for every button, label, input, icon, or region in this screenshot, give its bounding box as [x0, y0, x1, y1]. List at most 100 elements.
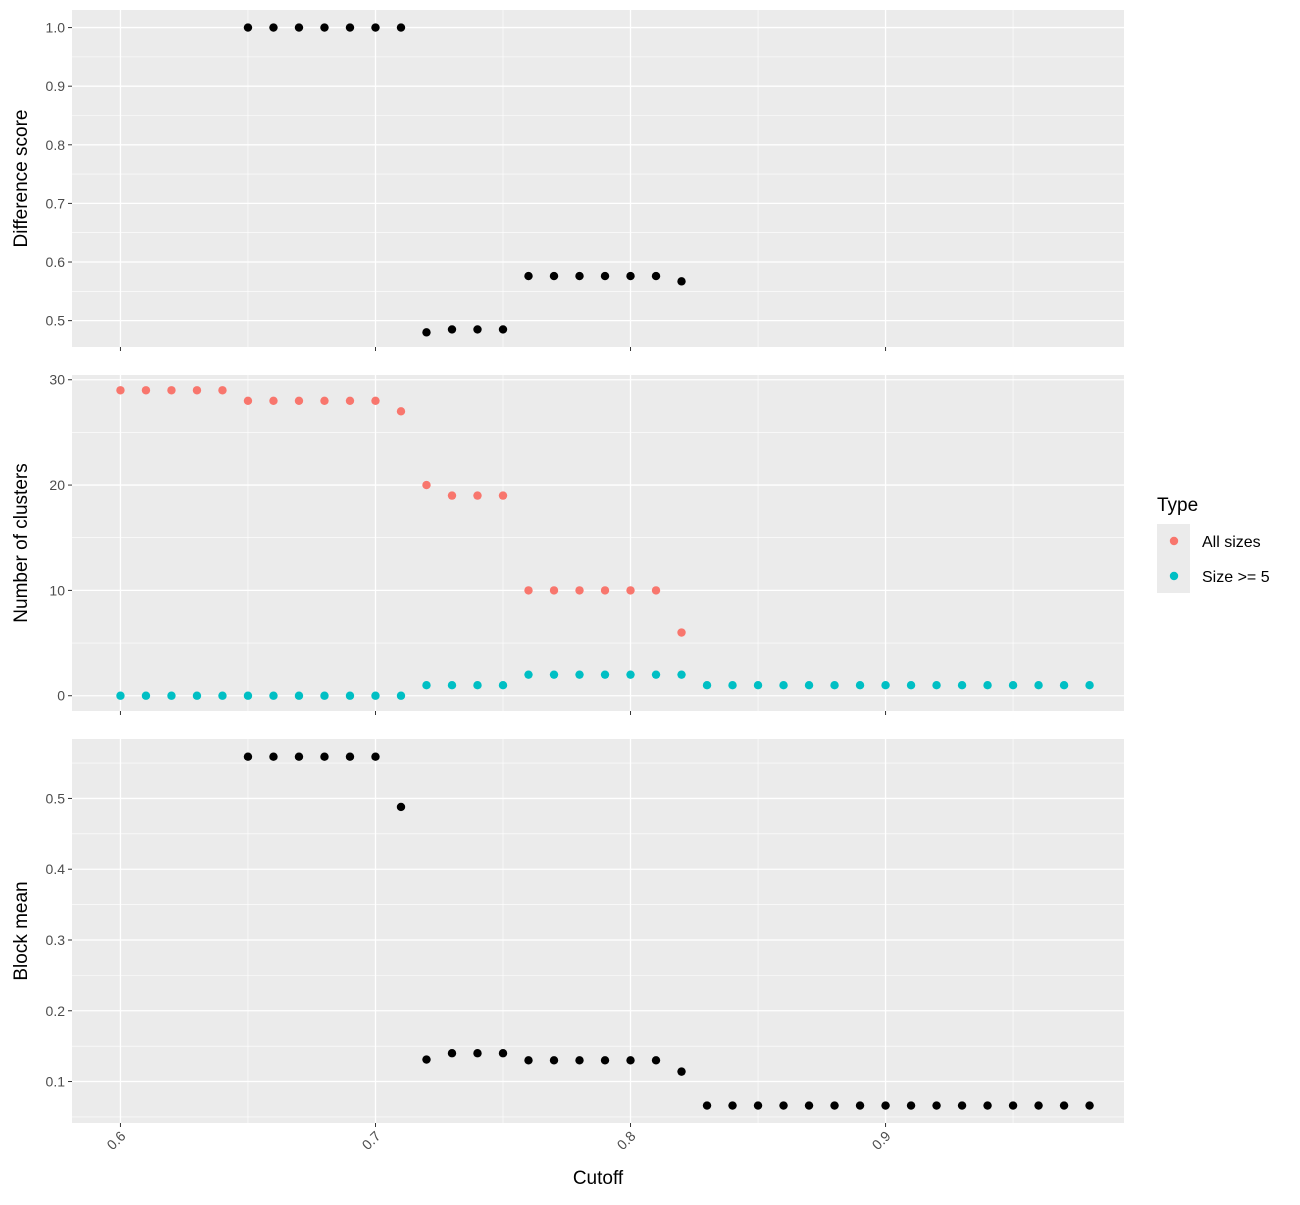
data-point: [549, 670, 559, 679]
y-tick-label: 0.1: [46, 1074, 66, 1090]
y-tick-label: 0.3: [46, 932, 66, 948]
data-point: [141, 386, 151, 395]
panel-difference-score: 0.5 0.6 0.7 0.8 0.9 1.0 Difference score: [11, 10, 1124, 351]
data-point: [498, 325, 508, 334]
data-point: [396, 407, 406, 416]
data-point: [677, 1067, 686, 1076]
series-block-mean-0: [243, 752, 1094, 1110]
data-point: [345, 691, 355, 700]
data-point: [651, 271, 661, 281]
panel-block-mean: 0.1 0.2 0.3 0.4 0.5 Block mean: [11, 739, 1124, 1127]
data-point: [549, 1056, 559, 1065]
data-point: [626, 586, 635, 595]
data-point: [651, 670, 661, 679]
data-point: [473, 1049, 482, 1058]
data-point: [728, 680, 737, 690]
y-tick-label: 0.6: [46, 254, 66, 270]
data-point: [396, 691, 406, 700]
data-point: [116, 386, 125, 395]
data-point: [116, 691, 125, 700]
data-point: [294, 691, 304, 700]
data-point: [345, 396, 355, 406]
data-point: [320, 396, 329, 406]
data-point: [1034, 1101, 1043, 1110]
y-tick-label: 0.7: [46, 195, 66, 211]
legend: Type All sizes Size >= 5: [1157, 495, 1270, 593]
panel-number-of-clusters: 0 10 20 30 Number of clusters: [11, 372, 1124, 715]
y-tick-label: 1.0: [46, 20, 66, 36]
data-point: [575, 586, 584, 595]
data-point: [626, 1056, 635, 1065]
data-point: [855, 1101, 865, 1110]
data-point: [345, 752, 355, 761]
y-tick-label: 0.5: [46, 790, 66, 806]
data-point: [422, 480, 431, 490]
data-point: [677, 628, 686, 637]
data-point: [1008, 680, 1018, 690]
data-point: [269, 752, 278, 761]
data-point: [651, 1056, 661, 1065]
x-axis-title: Cutoff: [573, 1168, 624, 1189]
data-point: [779, 680, 788, 690]
data-point: [320, 752, 329, 761]
panel-background: [72, 375, 1124, 711]
data-point: [753, 680, 763, 690]
data-point: [855, 680, 865, 690]
data-point: [881, 680, 890, 690]
data-point: [371, 396, 380, 406]
data-point: [243, 752, 253, 761]
data-point: [804, 680, 814, 690]
y-axis-title-block-mean: Block mean: [11, 881, 32, 980]
y-axis-title-number-of-clusters: Number of clusters: [11, 463, 32, 622]
series-number-of-clusters-1: [116, 670, 1094, 700]
data-point: [651, 586, 661, 595]
y-tick-label: 0.9: [46, 78, 66, 94]
data-point: [192, 386, 202, 395]
panel-background: [72, 739, 1124, 1123]
data-point: [473, 680, 482, 690]
data-point: [1008, 1101, 1018, 1110]
panel-background: [72, 10, 1124, 347]
data-point: [881, 1101, 890, 1110]
legend-key-all-sizes: [1169, 536, 1179, 546]
data-point: [294, 752, 304, 761]
data-point: [473, 325, 482, 334]
legend-title: Type: [1157, 495, 1198, 516]
data-point: [600, 586, 610, 595]
data-point: [600, 670, 610, 679]
data-point: [600, 1056, 610, 1065]
data-point: [269, 396, 278, 406]
data-point: [575, 1056, 584, 1065]
data-point: [524, 586, 533, 595]
data-point: [677, 670, 686, 679]
legend-key-size-ge-5: [1169, 571, 1179, 581]
data-point: [906, 680, 916, 690]
data-point: [830, 1101, 839, 1110]
data-point: [575, 271, 584, 281]
data-point: [371, 23, 380, 32]
data-point: [983, 680, 992, 690]
y-tick-label: 0.2: [46, 1003, 66, 1019]
data-point: [447, 1049, 457, 1058]
data-point: [983, 1101, 992, 1110]
data-point: [804, 1101, 814, 1110]
data-point: [1085, 1101, 1094, 1110]
data-point: [269, 23, 278, 32]
data-point: [192, 691, 202, 700]
data-point: [524, 271, 533, 281]
data-point: [1034, 680, 1043, 690]
data-point: [524, 1056, 533, 1065]
data-point: [447, 491, 457, 500]
data-point: [243, 691, 253, 700]
data-point: [422, 680, 431, 690]
data-point: [218, 691, 227, 700]
y-tick-label: 0: [57, 688, 65, 704]
legend-label-all-sizes: All sizes: [1202, 534, 1261, 551]
data-point: [320, 23, 329, 32]
series-difference-score-0: [243, 23, 686, 337]
data-point: [473, 491, 482, 500]
data-point: [447, 325, 457, 334]
data-point: [269, 691, 278, 700]
y-tick-label: 0.4: [46, 861, 66, 877]
data-point: [1085, 680, 1094, 690]
